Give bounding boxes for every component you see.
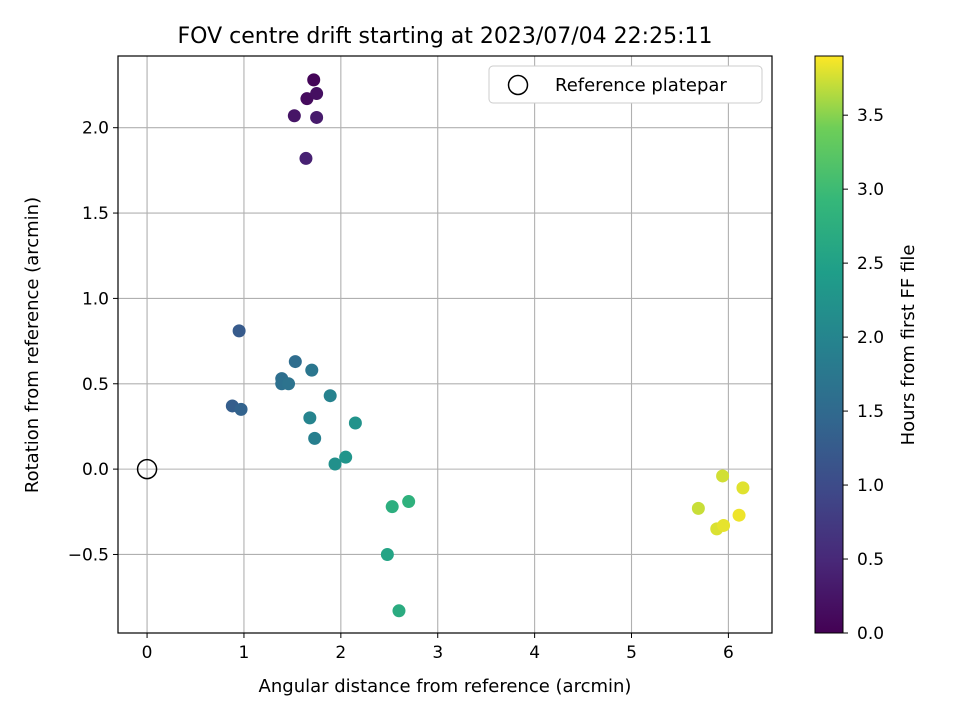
legend-marker-reference [507,74,529,96]
colorbar-tick-label: 1.0 [857,476,884,496]
data-point [232,324,246,338]
legend: Reference platepar [488,65,763,104]
x-tick-label: 1 [239,643,250,663]
y-tick-label: 1.5 [82,204,109,224]
plot-frame [117,55,773,634]
data-point [287,109,301,123]
data-point [392,604,406,618]
colorbar: 0.0 0.5 1.0 1.5 2.0 2.5 3.0 3.5 Hours from firs… [814,55,919,644]
y-tick-label: −0.5 [68,545,109,565]
data-point [300,92,314,106]
colorbar-label: Hours from first FF file [898,245,919,446]
data-point [717,518,731,532]
data-point [380,547,394,561]
y-tick-label: 1.0 [82,289,109,309]
data-point [691,501,705,515]
data-point [234,402,248,416]
x-tick-label: 6 [723,643,734,663]
data-point [328,457,342,471]
colorbar-ticks: 0.0 0.5 1.0 1.5 2.0 2.5 3.0 3.5 [843,106,884,644]
x-tick-label: 5 [626,643,637,663]
x-tick-label: 2 [335,643,346,663]
colorbar-gradient [814,55,844,634]
data-point [323,389,337,403]
x-tick-label: 3 [432,643,443,663]
data-point [282,377,296,391]
y-axis-ticks: −0.5 0.0 0.5 1.0 1.5 2.0 [68,119,118,565]
data-point [307,73,321,87]
data-point [305,363,319,377]
y-tick-label: 0.0 [82,460,109,480]
data-point [339,450,353,464]
y-tick-label: 2.0 [82,119,109,139]
colorbar-tick-label: 1.5 [857,402,884,422]
data-point [310,110,324,124]
data-point [310,87,324,101]
colorbar-tick-label: 0.0 [857,624,884,644]
y-tick-label: 0.5 [82,375,109,395]
data-point [402,495,416,509]
colorbar-tick-label: 2.5 [857,254,884,274]
data-point [732,508,746,522]
grid [118,56,772,633]
data-point [308,431,322,445]
data-point [288,355,302,369]
legend-label-reference: Reference platepar [555,75,727,96]
colorbar-tick-label: 0.5 [857,550,884,570]
x-tick-label: 0 [142,643,153,663]
x-axis-ticks: 0 1 2 3 4 5 6 [142,633,734,663]
x-tick-label: 4 [529,643,540,663]
data-point [303,411,317,425]
legend-box [488,65,763,104]
data-point [716,469,730,483]
data-point [736,481,750,495]
data-point [299,151,313,165]
data-point [385,500,399,514]
data-point [348,416,362,430]
x-axis-label: Angular distance from reference (arcmin) [259,676,632,697]
chart-title: FOV centre drift starting at 2023/07/04 … [178,24,713,49]
y-axis-label: Rotation from reference (arcmin) [22,197,43,493]
reference-marker [136,458,158,480]
colorbar-tick-label: 3.5 [857,106,884,126]
colorbar-tick-label: 3.0 [857,180,884,200]
colorbar-tick-label: 2.0 [857,328,884,348]
data-points [136,73,750,618]
